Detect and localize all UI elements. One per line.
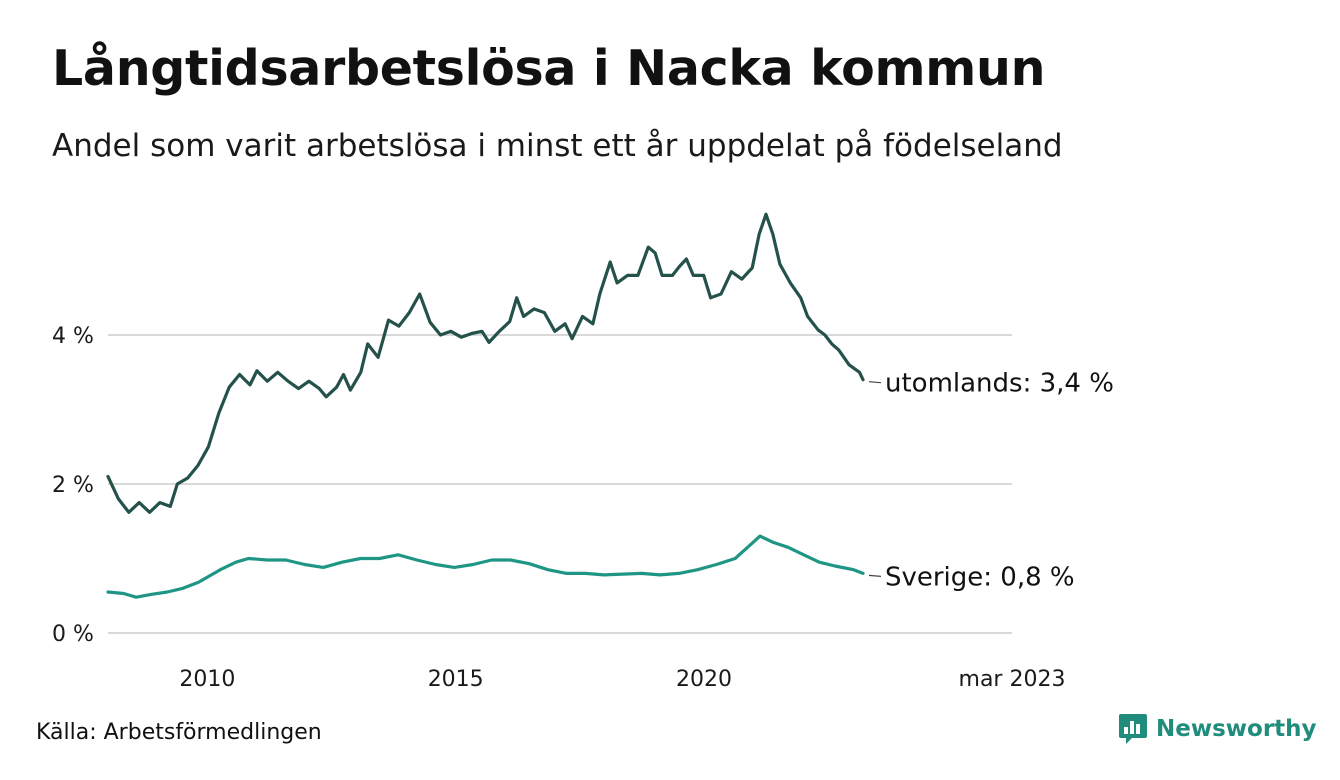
y-axis-tick-labels: 0 % 2 % 4 % (52, 324, 94, 647)
end-label-utomlands: utomlands: 3,4 % (885, 369, 1114, 399)
bar-chart-speech-bubble-icon (1119, 714, 1147, 744)
gridlines (108, 334, 1012, 634)
series-line-utomlands (106, 212, 865, 514)
x-axis-tick-labels: 2010 2015 2020 mar 2023 (179, 667, 1065, 692)
page-title: Långtidsarbetslösa i Nacka kommun (52, 40, 1046, 97)
x-tick-label: 2015 (428, 667, 484, 692)
end-label-sverige: Sverige: 0,8 % (885, 562, 1075, 592)
series-lines (106, 212, 865, 599)
end-labels: utomlands: 3,4 % Sverige: 0,8 % (868, 369, 1114, 592)
brand-name: Newsworthy (1156, 716, 1317, 742)
end-label-leader (868, 381, 882, 384)
x-tick-label: 2010 (179, 667, 235, 692)
y-tick-label: 4 % (52, 324, 94, 349)
y-tick-label: 2 % (52, 473, 94, 498)
series-line-sverige (106, 534, 865, 599)
x-tick-label: mar 2023 (959, 667, 1066, 692)
page-subtitle: Andel som varit arbetslösa i minst ett å… (52, 128, 1063, 164)
brand-logo: Newsworthy (1118, 712, 1317, 746)
source-note: Källa: Arbetsförmedlingen (36, 720, 322, 745)
end-label-leader (868, 574, 882, 577)
x-tick-label: 2020 (676, 667, 732, 692)
y-tick-label: 0 % (52, 622, 94, 647)
